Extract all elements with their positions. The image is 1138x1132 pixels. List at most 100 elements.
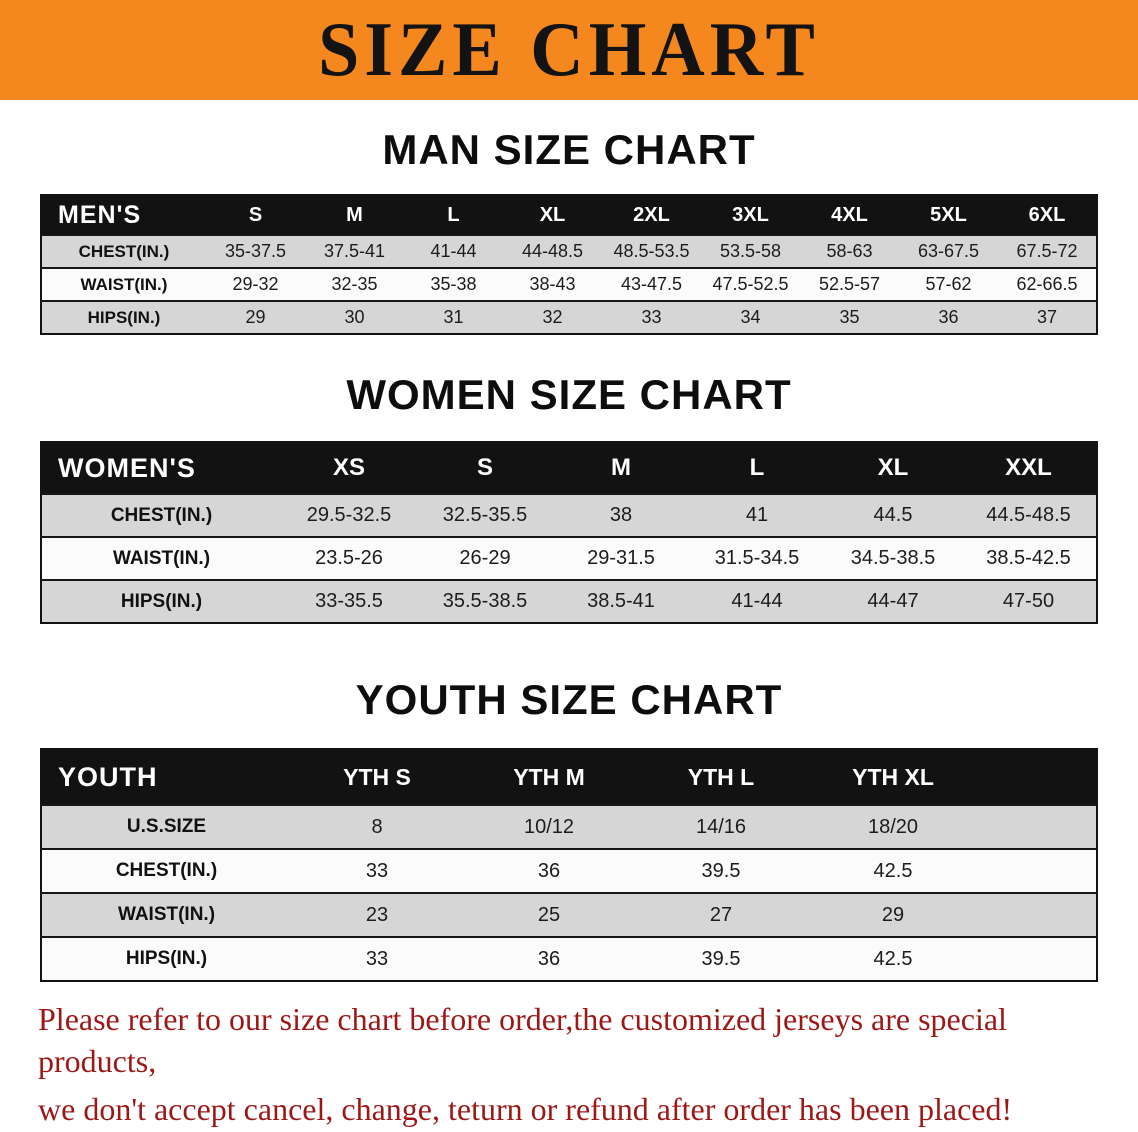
size-value-cell: 42.5 — [807, 848, 979, 894]
size-value-cell: 31 — [404, 300, 503, 335]
size-value-cell: 18/20 — [807, 804, 979, 850]
size-value-cell: 57-62 — [899, 267, 998, 302]
row-label: CHEST(IN.) — [41, 493, 281, 538]
size-column-header: 6XL — [998, 195, 1097, 236]
size-column-header: XL — [503, 195, 602, 236]
filler-cell — [979, 892, 1097, 938]
row-label: HIPS(IN.) — [41, 936, 291, 982]
size-column-header: S — [206, 195, 305, 236]
size-column-header: YTH L — [635, 749, 807, 806]
size-value-cell: 41-44 — [689, 579, 825, 624]
youth-size-table: YOUTH YTH S YTH M YTH L YTH XL U.S.SIZE 8 10/12… — [40, 748, 1098, 983]
size-value-cell: 29 — [206, 300, 305, 335]
size-value-cell: 33 — [291, 936, 463, 982]
filler-column-header — [979, 749, 1097, 806]
size-value-cell: 34.5-38.5 — [825, 536, 961, 581]
size-value-cell: 8 — [291, 804, 463, 850]
size-value-cell: 27 — [635, 892, 807, 938]
size-value-cell: 42.5 — [807, 936, 979, 982]
men-section-heading: MAN SIZE CHART — [382, 126, 756, 173]
page-title: SIZE CHART — [318, 7, 820, 93]
size-value-cell: 33 — [602, 300, 701, 335]
size-value-cell: 36 — [899, 300, 998, 335]
disclaimer: Please refer to our size chart before or… — [0, 982, 1138, 1130]
size-value-cell: 44-48.5 — [503, 234, 602, 269]
row-label: U.S.SIZE — [41, 804, 291, 850]
size-value-cell: 36 — [463, 848, 635, 894]
size-value-cell: 26-29 — [417, 536, 553, 581]
size-value-cell: 39.5 — [635, 936, 807, 982]
filler-cell — [979, 848, 1097, 894]
size-value-cell: 10/12 — [463, 804, 635, 850]
row-label: WAIST(IN.) — [41, 267, 206, 302]
size-value-cell: 44.5-48.5 — [961, 493, 1097, 538]
women-header-row: WOMEN'S XS S M L XL XXL — [41, 442, 1097, 495]
women-size-chart-section: WOMEN SIZE CHART WOMEN'S XS S M L XL XXL CHEST(I… — [0, 371, 1138, 625]
size-value-cell: 48.5-53.5 — [602, 234, 701, 269]
size-value-cell: 63-67.5 — [899, 234, 998, 269]
size-column-header: YTH XL — [807, 749, 979, 806]
size-value-cell: 23.5-26 — [281, 536, 417, 581]
row-label: HIPS(IN.) — [41, 579, 281, 624]
table-row: WAIST(IN.) 29-32 32-35 35-38 38-43 43-47.5 47.… — [41, 267, 1097, 302]
size-column-header: 2XL — [602, 195, 701, 236]
size-value-cell: 38-43 — [503, 267, 602, 302]
size-value-cell: 41-44 — [404, 234, 503, 269]
size-value-cell: 14/16 — [635, 804, 807, 850]
size-column-header: XL — [825, 442, 961, 495]
youth-table-label: YOUTH — [41, 749, 291, 806]
size-value-cell: 25 — [463, 892, 635, 938]
women-table-label: WOMEN'S — [41, 442, 281, 495]
size-column-header: M — [305, 195, 404, 236]
size-value-cell: 32.5-35.5 — [417, 493, 553, 538]
filler-cell — [979, 804, 1097, 850]
size-column-header: L — [404, 195, 503, 236]
size-column-header: S — [417, 442, 553, 495]
size-value-cell: 52.5-57 — [800, 267, 899, 302]
size-value-cell: 29.5-32.5 — [281, 493, 417, 538]
filler-cell — [979, 936, 1097, 982]
size-value-cell: 30 — [305, 300, 404, 335]
row-label: CHEST(IN.) — [41, 234, 206, 269]
size-value-cell: 62-66.5 — [998, 267, 1097, 302]
size-value-cell: 58-63 — [800, 234, 899, 269]
size-column-header: M — [553, 442, 689, 495]
size-column-header: XXL — [961, 442, 1097, 495]
women-section-heading: WOMEN SIZE CHART — [346, 371, 792, 419]
size-value-cell: 39.5 — [635, 848, 807, 894]
row-label: WAIST(IN.) — [41, 892, 291, 938]
table-row: HIPS(IN.) 33 36 39.5 42.5 — [41, 936, 1097, 982]
size-value-cell: 36 — [463, 936, 635, 982]
table-row: CHEST(IN.) 29.5-32.5 32.5-35.5 38 41 44.5 44.5… — [41, 493, 1097, 538]
youth-section-heading: YOUTH SIZE CHART — [355, 676, 783, 724]
size-value-cell: 29-31.5 — [553, 536, 689, 581]
size-value-cell: 47-50 — [961, 579, 1097, 624]
size-column-header: L — [689, 442, 825, 495]
size-value-cell: 33-35.5 — [281, 579, 417, 624]
size-value-cell: 35.5-38.5 — [417, 579, 553, 624]
size-value-cell: 29-32 — [206, 267, 305, 302]
youth-header-row: YOUTH YTH S YTH M YTH L YTH XL — [41, 749, 1097, 806]
row-label: HIPS(IN.) — [41, 300, 206, 335]
size-value-cell: 67.5-72 — [998, 234, 1097, 269]
table-row: WAIST(IN.) 23 25 27 29 — [41, 892, 1097, 938]
size-value-cell: 29 — [807, 892, 979, 938]
size-value-cell: 38.5-42.5 — [961, 536, 1097, 581]
men-size-table: MEN'S S M L XL 2XL 3XL 4XL 5XL 6XL CHEST(IN.) 35-37… — [40, 194, 1098, 336]
size-value-cell: 44-47 — [825, 579, 961, 624]
size-value-cell: 44.5 — [825, 493, 961, 538]
size-column-header: XS — [281, 442, 417, 495]
table-row: U.S.SIZE 8 10/12 14/16 18/20 — [41, 804, 1097, 850]
disclaimer-line-1: Please refer to our size chart before or… — [38, 1001, 1007, 1080]
table-row: CHEST(IN.) 33 36 39.5 42.5 — [41, 848, 1097, 894]
size-value-cell: 33 — [291, 848, 463, 894]
table-row: HIPS(IN.) 29 30 31 32 33 34 35 36 37 — [41, 300, 1097, 335]
women-size-table: WOMEN'S XS S M L XL XXL CHEST(IN.) 29.5-32.5 32.5… — [40, 441, 1098, 625]
size-column-header: 4XL — [800, 195, 899, 236]
size-value-cell: 35 — [800, 300, 899, 335]
size-value-cell: 53.5-58 — [701, 234, 800, 269]
banner: SIZE CHART — [0, 0, 1138, 100]
size-value-cell: 35-38 — [404, 267, 503, 302]
men-table-label: MEN'S — [41, 195, 206, 236]
size-value-cell: 47.5-52.5 — [701, 267, 800, 302]
